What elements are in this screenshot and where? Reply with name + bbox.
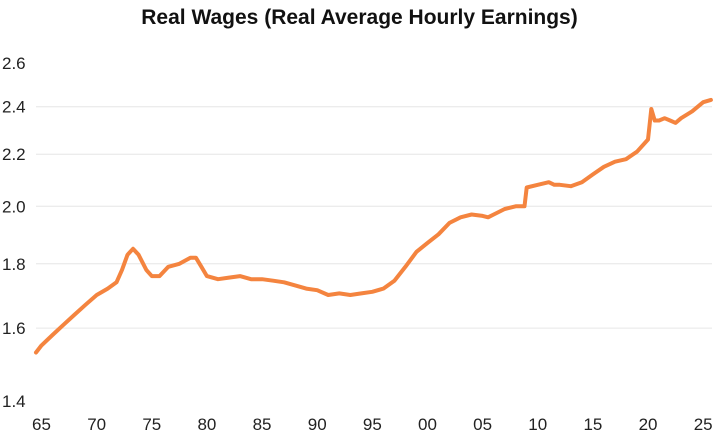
y-axis-ticks: 1.4 1.6 1.8 2.0 2.2 2.4 2.6 bbox=[2, 54, 26, 411]
y-tick-label: 2.2 bbox=[2, 145, 26, 164]
x-axis-ticks: 65 70 75 80 85 90 95 00 05 10 15 20 25 bbox=[32, 415, 713, 434]
x-tick-label: 95 bbox=[363, 415, 382, 434]
x-tick-label: 25 bbox=[694, 415, 713, 434]
y-tick-label: 2.4 bbox=[2, 98, 26, 117]
x-tick-label: 80 bbox=[197, 415, 216, 434]
x-tick-label: 65 bbox=[32, 415, 51, 434]
x-tick-label: 85 bbox=[253, 415, 272, 434]
y-tick-label: 2.6 bbox=[2, 54, 26, 73]
chart-title: Real Wages (Real Average Hourly Earnings… bbox=[141, 6, 578, 29]
x-tick-label: 20 bbox=[639, 415, 658, 434]
x-tick-label: 00 bbox=[418, 415, 437, 434]
y-tick-label: 1.8 bbox=[2, 255, 26, 274]
series-line bbox=[34, 97, 713, 355]
y-tick-label: 1.4 bbox=[2, 392, 26, 411]
y-tick-label: 2.0 bbox=[2, 197, 26, 216]
x-tick-label: 90 bbox=[308, 415, 327, 434]
gridlines bbox=[36, 106, 712, 329]
y-tick-label: 1.6 bbox=[2, 319, 26, 338]
x-tick-label: 10 bbox=[528, 415, 547, 434]
x-tick-label: 70 bbox=[87, 415, 106, 434]
x-tick-label: 05 bbox=[473, 415, 492, 434]
x-tick-label: 75 bbox=[142, 415, 161, 434]
x-tick-label: 15 bbox=[583, 415, 602, 434]
series-layer bbox=[34, 97, 713, 355]
